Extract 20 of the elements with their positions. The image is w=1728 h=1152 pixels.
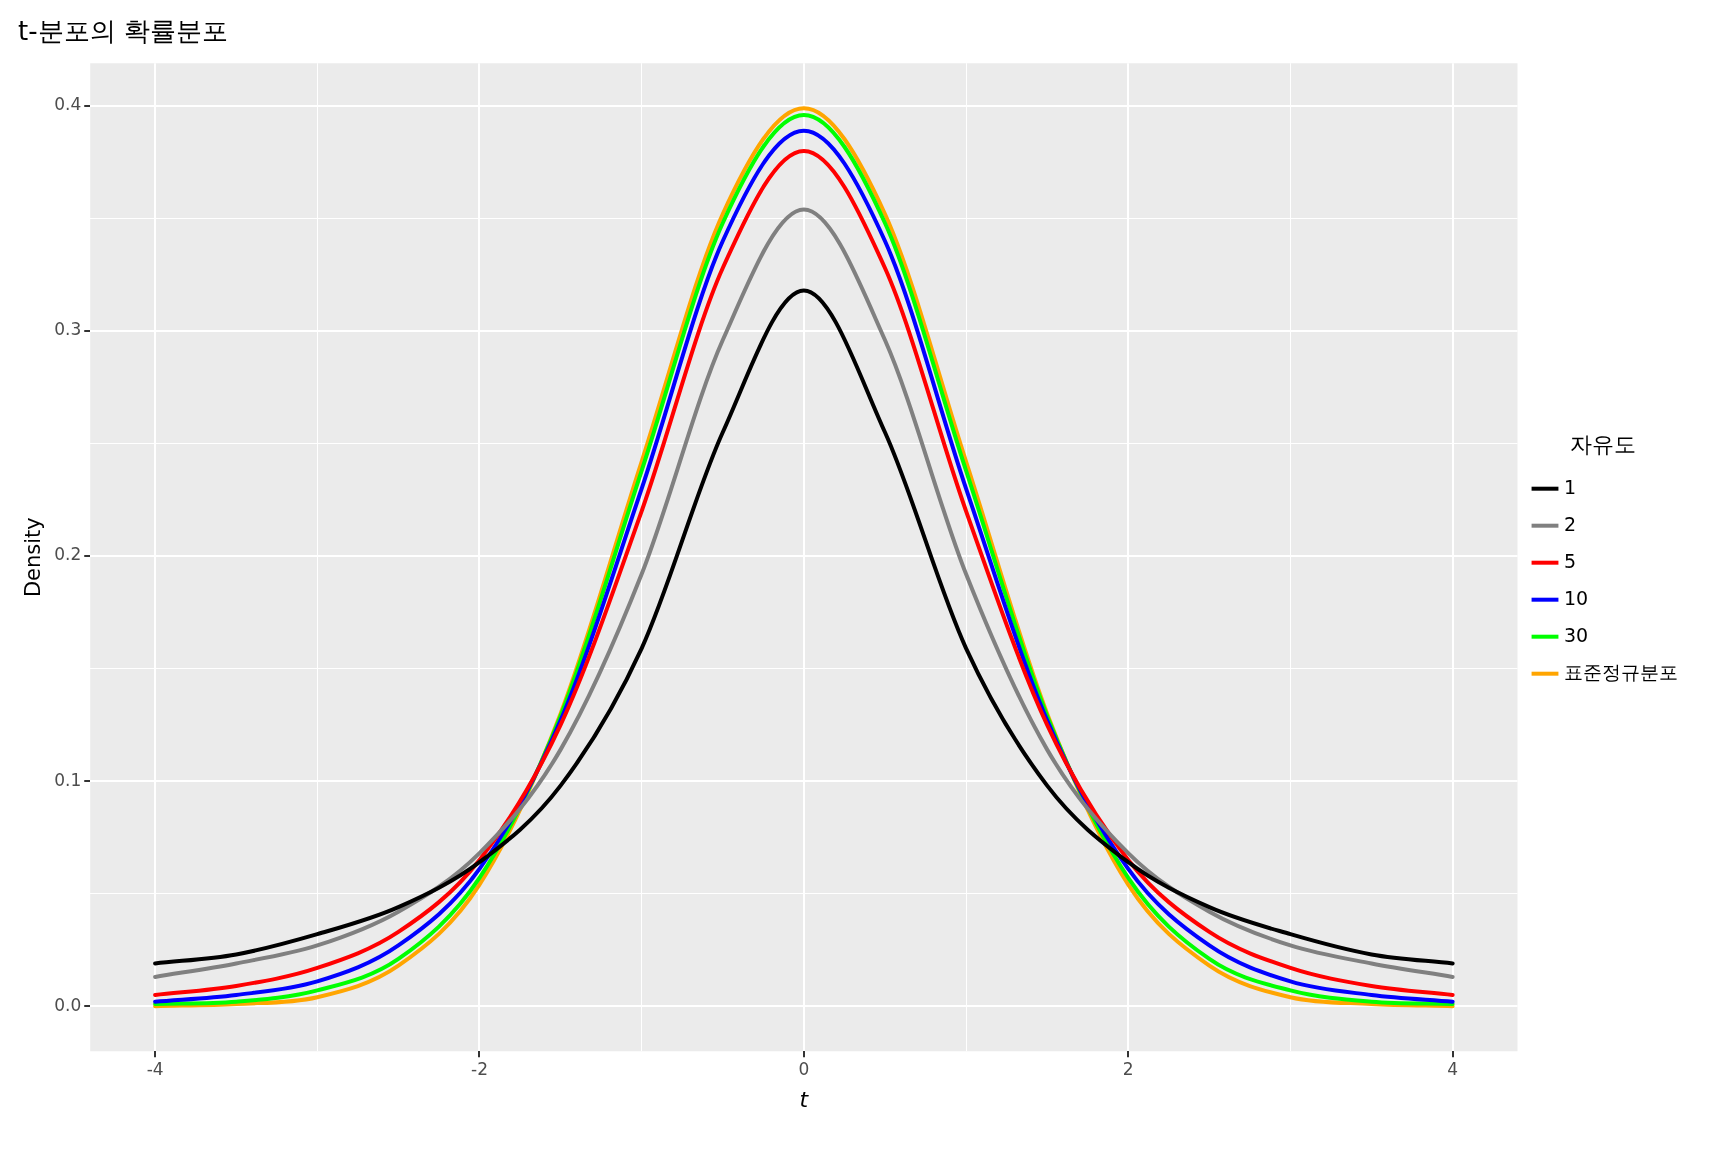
y-tick-label: 0.1 — [54, 769, 82, 790]
legend-label: 1 — [1564, 475, 1577, 498]
x-tick-label: 0 — [798, 1058, 810, 1079]
legend-title: 자유도 — [1569, 431, 1636, 457]
legend-label: 표준정규분포 — [1564, 660, 1678, 683]
x-tick-label: -2 — [471, 1058, 488, 1079]
y-tick-label: 0.4 — [54, 94, 82, 115]
y-axis-title: Density — [21, 517, 46, 598]
x-tick-label: 4 — [1447, 1058, 1459, 1079]
legend-label: 2 — [1564, 512, 1577, 535]
y-tick-label: 0.3 — [54, 319, 82, 340]
x-tick-label: 2 — [1122, 1058, 1134, 1079]
y-tick-label: 0.0 — [54, 994, 82, 1015]
chart-title: t-분포의 확률분포 — [18, 16, 228, 47]
legend-label: 10 — [1564, 586, 1589, 609]
legend-label: 5 — [1564, 549, 1577, 572]
y-tick-label: 0.2 — [54, 544, 82, 565]
x-axis-title: t — [799, 1086, 810, 1112]
legend-label: 30 — [1564, 623, 1589, 646]
x-tick-label: -4 — [146, 1058, 164, 1079]
